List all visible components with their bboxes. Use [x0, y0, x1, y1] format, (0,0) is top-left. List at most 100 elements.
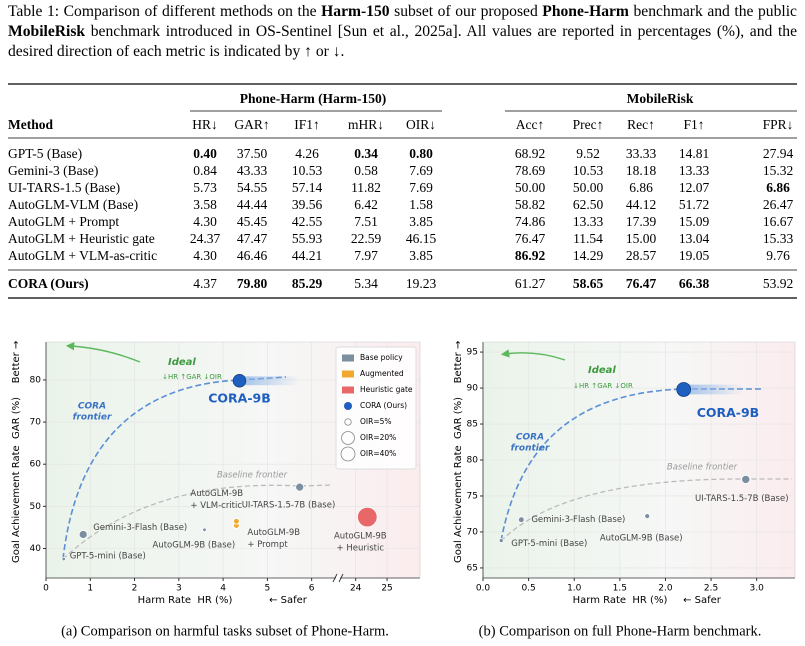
table-cell: 54.55	[237, 180, 268, 195]
table-cell: 7.69	[409, 180, 433, 195]
table-cell: UI-TARS-1.5 (Base)	[8, 180, 120, 195]
table-cell: AutoGLM + Prompt	[8, 214, 119, 229]
size-legend-label: OIR=40%	[360, 449, 396, 458]
baseline-frontier	[500, 478, 792, 542]
x-tick-label: 1.5	[613, 584, 627, 594]
ideal-arrow	[500, 349, 566, 361]
x-tick-label: 0.0	[476, 584, 491, 594]
y-tick-label: 65	[467, 563, 478, 573]
size-legend-label: OIR=20%	[360, 433, 396, 442]
point-label: + Heuristic	[337, 544, 385, 554]
axis-break-gap	[336, 574, 340, 582]
table-cell: 4.30	[193, 248, 217, 263]
legend-marker	[342, 370, 354, 378]
table-cell: 14.81	[679, 146, 709, 161]
table-cell: 50.00	[573, 180, 604, 195]
data-point	[202, 527, 207, 533]
table-cell: 1.58	[409, 197, 433, 212]
table-cell: 51.72	[679, 197, 709, 212]
point-label: Gemini-3-Flash (Base)	[93, 523, 187, 533]
table-cell: 6.86	[766, 180, 790, 195]
table-cell: 47.47	[237, 231, 268, 246]
data-point	[61, 556, 66, 562]
table-cell: 3.58	[193, 197, 217, 212]
table-cell: 55.93	[292, 231, 323, 246]
legend-label: Base policy	[360, 353, 403, 362]
point-label: AutoGLM-9B (Base)	[153, 540, 236, 550]
caption-segment: Harm-150	[321, 3, 390, 20]
data-point	[78, 530, 88, 539]
table-cell: 3.85	[409, 214, 433, 229]
table-cell: 61.27	[515, 276, 546, 291]
table-header: F1↑	[683, 117, 704, 132]
figure-caption: (b) Comparison on full Phone-Harm benchm…	[479, 623, 762, 639]
point-label: + Prompt	[247, 540, 288, 550]
table-cell: 0.84	[193, 163, 217, 178]
table-cell: Gemini-3 (Base)	[8, 163, 98, 178]
table-cell: 9.76	[766, 248, 790, 263]
point-label: Gemini-3-Flash (Base)	[531, 515, 625, 525]
data-point	[498, 538, 504, 544]
table-cell: 13.33	[679, 163, 710, 178]
table-header: IF1↑	[294, 117, 320, 132]
x-tick-label: 2	[132, 584, 138, 594]
point-label: UI-TARS-1.5-7B (Base)	[695, 494, 789, 504]
table-cell: 10.53	[573, 163, 604, 178]
data-point	[357, 506, 378, 528]
caption-segment: benchmark and the public	[628, 3, 797, 20]
x-tick-label: 2.0	[658, 584, 673, 594]
table-cell: 13.33	[573, 214, 604, 229]
table-cell: 7.51	[354, 214, 378, 229]
table-cell: 19.05	[679, 248, 710, 263]
table-cell: GPT-5 (Base)	[8, 146, 82, 161]
table-header: Method	[8, 117, 53, 132]
legend-label: Heuristic gate	[360, 385, 413, 394]
x-tick-label: 0.5	[521, 584, 535, 594]
cora-frontier	[500, 388, 762, 542]
table-cell: 66.38	[679, 276, 710, 291]
cora-frontier-label: frontier	[511, 444, 550, 454]
table-header: Rec↑	[627, 117, 655, 132]
table-cell: 7.69	[409, 163, 433, 178]
table-cell: 15.32	[763, 163, 793, 178]
table-cell: 15.00	[626, 231, 657, 246]
table-cell: 6.42	[354, 197, 378, 212]
y-axis-label: Goal Achievement Rate GAR (%)	[453, 397, 464, 563]
table-cell: 4.37	[193, 276, 217, 291]
table-header: GAR↑	[234, 117, 269, 132]
ideal-arrow	[65, 342, 141, 363]
legend-marker	[342, 386, 354, 394]
cora-frontier-label: frontier	[73, 413, 112, 423]
legend-box	[335, 346, 417, 470]
table-cell: 13.04	[679, 231, 710, 246]
table-cell: 50.00	[515, 180, 546, 195]
x-tick-label: 24	[350, 584, 362, 594]
x-tick-label: 0	[43, 584, 49, 594]
x-tick-label: 5	[265, 584, 271, 594]
table-header: FPR↓	[763, 117, 794, 132]
point-trail	[239, 376, 300, 386]
y-tick-label: 60	[30, 460, 42, 470]
data-point	[295, 482, 305, 492]
point-label: GPT-5-mini (Base)	[511, 539, 587, 549]
table-header: mHR↓	[348, 117, 384, 132]
cora-frontier	[62, 376, 287, 560]
table-cell: 4.30	[193, 214, 217, 229]
ideal-label: Ideal	[588, 365, 616, 376]
point-label: UI-TARS-1.5-7B (Base)	[242, 501, 336, 511]
data-point	[233, 518, 240, 525]
table-cell: 76.47	[515, 231, 546, 246]
table-cell: 76.47	[626, 276, 657, 291]
point-label: AutoGLM-9B	[247, 528, 300, 538]
y-tick-label: 70	[467, 527, 479, 537]
data-point	[644, 513, 651, 520]
table-cell: 14.29	[573, 248, 604, 263]
caption-segment: benchmark introduced in OS-Sentinel [Sun…	[8, 23, 797, 60]
x-tick-label: 2.5	[704, 584, 718, 594]
table-cell: 68.92	[515, 146, 545, 161]
table-header: HR↓	[192, 117, 218, 132]
table-group-header: Phone-Harm (Harm-150)	[240, 91, 387, 106]
data-point	[232, 374, 247, 388]
x-axis-label: Harm Rate HR (%)	[138, 595, 233, 606]
point-label: AutoGLM-9B	[190, 489, 243, 499]
